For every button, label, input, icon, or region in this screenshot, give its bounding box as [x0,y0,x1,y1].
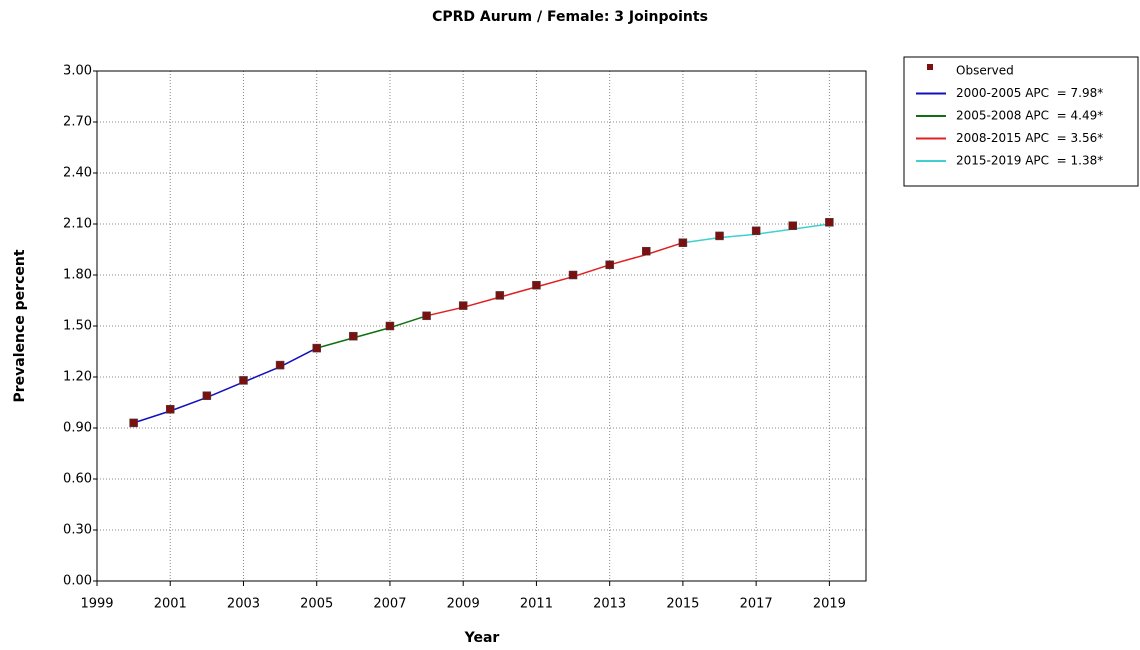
x-tick-label: 2013 [593,597,626,612]
legend-label: 2008-2015 APC = 3.56* [956,131,1103,145]
plot-frame [96,70,867,582]
x-tick-label: 2001 [154,597,187,612]
x-tick-label: 2019 [813,597,846,612]
chart-title: CPRD Aurum / Female: 3 Joinpoints [432,9,708,25]
marker [422,311,431,321]
y-tick-label: 0.60 [63,472,92,487]
marker [458,301,468,310]
x-tick-label: 2011 [520,597,553,612]
x-tick-label: 2015 [666,597,699,612]
marker [568,270,578,280]
marker [275,360,285,370]
marker [642,246,651,256]
marker [349,331,358,341]
x-tick-label: 2005 [300,597,333,612]
marker [129,418,138,428]
legend-label: Observed [956,64,1014,78]
legend-box [903,56,1139,187]
legend-swatch [927,64,933,70]
y-tick-label: 0.30 [63,523,92,538]
marker [239,376,248,385]
y-tick-label: 0.00 [63,574,92,589]
y-axis-label: Prevalence percent [12,249,28,402]
y-tick-label: 1.80 [63,268,92,283]
marker [532,280,541,290]
y-tick-label: 2.10 [63,217,92,232]
x-tick-label: 1999 [80,597,113,612]
x-tick-label: 2009 [447,597,480,612]
legend-label: 2015-2019 APC = 1.38* [956,154,1103,168]
x-tick-label: 2007 [373,597,406,612]
marker [495,291,505,300]
x-axis-label: Year [464,630,500,646]
y-tick-label: 0.90 [63,421,92,436]
fit-line [133,347,318,424]
marker [312,343,321,353]
legend-label: 2000-2005 APC = 7.98* [956,86,1103,100]
marker [715,231,724,241]
x-tick-label: 2003 [227,597,260,612]
legend-label: 2005-2008 APC = 4.49* [956,109,1103,123]
marker [202,391,212,400]
x-tick-label: 2017 [740,597,773,612]
marker [788,221,798,230]
y-tick-label: 2.70 [63,115,92,130]
fit-line [426,241,684,317]
marker [165,405,175,414]
fit-line [316,315,427,349]
marker [605,260,614,270]
marker [825,218,834,227]
y-tick-label: 2.40 [63,166,92,181]
marker [751,226,761,236]
y-tick-label: 1.20 [63,370,92,385]
y-tick-label: 1.50 [63,319,92,334]
marker [385,321,395,331]
y-tick-label: 3.00 [63,64,92,79]
marker [678,238,688,247]
